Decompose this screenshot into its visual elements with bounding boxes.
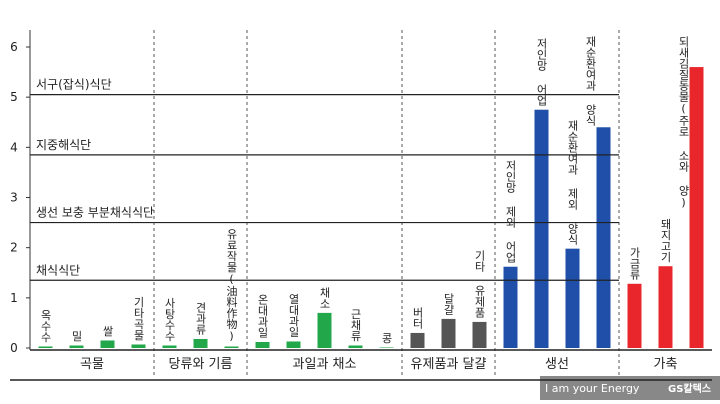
bar xyxy=(286,341,301,348)
bar-label: 저인망 제외 어업 xyxy=(504,159,517,262)
bar-label: 옥수수 xyxy=(39,309,52,342)
bar-label: 기타 유제품 xyxy=(473,250,486,318)
bar-label: 저인망 어업 xyxy=(535,37,548,105)
bar xyxy=(565,248,580,348)
y-tick-label: 4 xyxy=(10,140,18,154)
bar-label: 재순환여과 양식 xyxy=(584,36,597,126)
bar-label: 가금류 xyxy=(628,246,641,280)
bar-label: 달걀 xyxy=(442,293,455,315)
bar xyxy=(410,332,425,348)
bar-label: 견과류 xyxy=(194,302,207,336)
y-tick-label: 1 xyxy=(10,291,18,305)
group-label: 가축 xyxy=(654,357,678,372)
bar xyxy=(131,344,146,348)
group-label: 유제품과 달걀 xyxy=(411,357,487,372)
bar-label: 온대과일 xyxy=(256,294,269,338)
reference-label: 서구(잡식)식단 xyxy=(36,78,112,92)
bar-label: 쌀 xyxy=(101,325,114,336)
bar-label: 돼지고기 xyxy=(659,218,672,262)
group-label: 과일과 채소 xyxy=(293,357,357,372)
y-tick-label: 5 xyxy=(10,90,18,104)
bar-label: 재순환여과 제외 양식 xyxy=(566,119,579,244)
reference-label: 채식식단 xyxy=(36,263,80,277)
bar xyxy=(689,67,704,349)
y-tick-label: 2 xyxy=(10,241,18,255)
y-tick-label: 3 xyxy=(10,191,18,205)
bar-label: 버터 xyxy=(411,307,424,329)
bar xyxy=(224,346,239,348)
bar xyxy=(658,266,673,348)
bar xyxy=(255,341,270,348)
bar-label: 기타곡물 xyxy=(132,296,145,340)
bar-label: 유료작물(油料作物) xyxy=(225,228,238,342)
footer: I am your Energy xyxy=(545,382,640,395)
reference-label: 지중해식단 xyxy=(36,138,91,152)
bar-label: 근채류 xyxy=(349,308,362,342)
bar-label: 채소 xyxy=(318,287,331,309)
bar xyxy=(379,347,394,348)
group-label: 곡물 xyxy=(80,357,104,372)
y-tick-label: 0 xyxy=(10,341,18,355)
footer-brand: GS칼텍스 xyxy=(668,382,711,395)
bar xyxy=(534,109,549,348)
group-label: 생선 xyxy=(545,357,569,372)
group-label: 당류와 기름 xyxy=(169,357,233,372)
bar-label: 밀 xyxy=(70,330,83,341)
bar xyxy=(472,321,487,348)
reference-label: 생선 보충 부분채식식단 xyxy=(36,206,154,220)
y-tick-label: 6 xyxy=(10,40,18,54)
bar xyxy=(69,345,84,348)
bar xyxy=(627,283,642,348)
bar-label: 열대과일 xyxy=(287,293,300,337)
bar xyxy=(348,345,363,348)
bar xyxy=(317,312,332,348)
bar-label: 되새김질동물(주로 소와 양) xyxy=(677,36,690,209)
bar-label: 사탕수수 xyxy=(163,297,176,341)
bar-label: 콩 xyxy=(380,332,393,343)
bar xyxy=(596,127,611,349)
bar xyxy=(100,340,115,348)
bar xyxy=(38,346,53,348)
bar xyxy=(441,318,456,348)
bar xyxy=(503,266,518,348)
bar xyxy=(193,338,208,348)
bar xyxy=(162,345,177,348)
